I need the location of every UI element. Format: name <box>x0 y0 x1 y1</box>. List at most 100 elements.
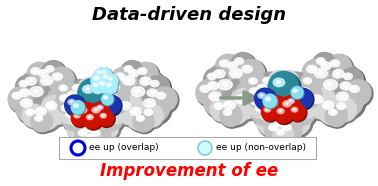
Ellipse shape <box>297 94 301 96</box>
Ellipse shape <box>270 113 297 140</box>
Ellipse shape <box>107 105 116 111</box>
Ellipse shape <box>300 73 322 95</box>
Ellipse shape <box>267 98 269 100</box>
Ellipse shape <box>288 98 316 126</box>
Ellipse shape <box>22 82 25 84</box>
Ellipse shape <box>59 85 67 91</box>
Ellipse shape <box>93 83 98 87</box>
Ellipse shape <box>36 70 70 104</box>
Ellipse shape <box>130 107 141 116</box>
Ellipse shape <box>252 99 280 128</box>
Ellipse shape <box>274 104 293 123</box>
Ellipse shape <box>291 107 298 112</box>
Ellipse shape <box>322 101 334 109</box>
Ellipse shape <box>339 68 363 92</box>
Ellipse shape <box>350 85 359 92</box>
Ellipse shape <box>283 77 286 79</box>
Ellipse shape <box>261 112 273 121</box>
Ellipse shape <box>97 85 106 91</box>
Ellipse shape <box>254 100 257 103</box>
Ellipse shape <box>318 71 355 109</box>
Ellipse shape <box>15 94 18 97</box>
Ellipse shape <box>289 99 318 128</box>
Ellipse shape <box>280 105 311 136</box>
Ellipse shape <box>79 119 106 145</box>
Ellipse shape <box>25 77 36 85</box>
Ellipse shape <box>42 61 65 84</box>
Ellipse shape <box>219 94 249 125</box>
Ellipse shape <box>39 70 48 77</box>
Ellipse shape <box>303 78 311 84</box>
Ellipse shape <box>262 104 279 121</box>
Ellipse shape <box>200 85 210 92</box>
Ellipse shape <box>255 88 275 109</box>
Ellipse shape <box>84 125 94 132</box>
Ellipse shape <box>288 99 294 103</box>
Ellipse shape <box>343 84 347 87</box>
Ellipse shape <box>267 98 303 133</box>
Ellipse shape <box>330 60 340 67</box>
Ellipse shape <box>83 130 102 150</box>
Ellipse shape <box>86 135 93 140</box>
Ellipse shape <box>90 112 121 143</box>
Ellipse shape <box>83 85 94 93</box>
Ellipse shape <box>105 89 130 114</box>
Ellipse shape <box>237 60 240 62</box>
Ellipse shape <box>104 81 118 94</box>
Ellipse shape <box>131 87 145 97</box>
Ellipse shape <box>269 101 277 107</box>
Ellipse shape <box>118 70 152 104</box>
Ellipse shape <box>67 112 98 143</box>
Ellipse shape <box>299 98 308 105</box>
Ellipse shape <box>81 132 84 134</box>
Ellipse shape <box>143 83 170 111</box>
Ellipse shape <box>230 88 260 119</box>
Ellipse shape <box>294 92 320 118</box>
Ellipse shape <box>26 109 34 116</box>
Ellipse shape <box>271 126 274 128</box>
Ellipse shape <box>100 68 112 79</box>
Ellipse shape <box>333 98 358 123</box>
Ellipse shape <box>247 92 273 118</box>
Ellipse shape <box>256 105 287 136</box>
Ellipse shape <box>317 57 346 85</box>
Ellipse shape <box>209 63 239 93</box>
Ellipse shape <box>97 120 101 123</box>
Ellipse shape <box>135 89 140 93</box>
Ellipse shape <box>264 107 271 112</box>
Ellipse shape <box>260 94 263 96</box>
Ellipse shape <box>56 75 59 78</box>
Ellipse shape <box>301 88 310 95</box>
Ellipse shape <box>248 93 274 120</box>
Ellipse shape <box>340 68 365 93</box>
Ellipse shape <box>279 119 304 144</box>
Ellipse shape <box>61 105 71 111</box>
Ellipse shape <box>220 104 242 126</box>
Ellipse shape <box>109 81 131 103</box>
Ellipse shape <box>139 92 172 125</box>
Ellipse shape <box>57 99 82 124</box>
Ellipse shape <box>273 125 294 145</box>
FancyBboxPatch shape <box>59 137 316 159</box>
Ellipse shape <box>91 73 108 90</box>
Ellipse shape <box>210 75 213 77</box>
Ellipse shape <box>253 79 283 109</box>
Ellipse shape <box>306 80 309 82</box>
Ellipse shape <box>249 78 257 84</box>
Ellipse shape <box>24 101 28 104</box>
Ellipse shape <box>326 54 352 80</box>
Ellipse shape <box>34 115 43 121</box>
Ellipse shape <box>127 68 130 70</box>
Ellipse shape <box>100 86 103 89</box>
Ellipse shape <box>110 78 111 79</box>
Ellipse shape <box>336 76 366 107</box>
Ellipse shape <box>332 86 366 120</box>
Ellipse shape <box>211 98 234 121</box>
Ellipse shape <box>293 89 297 92</box>
Ellipse shape <box>291 84 302 92</box>
Ellipse shape <box>294 87 298 90</box>
Ellipse shape <box>20 70 50 100</box>
Ellipse shape <box>98 110 114 126</box>
Ellipse shape <box>231 89 263 121</box>
Ellipse shape <box>331 85 363 117</box>
